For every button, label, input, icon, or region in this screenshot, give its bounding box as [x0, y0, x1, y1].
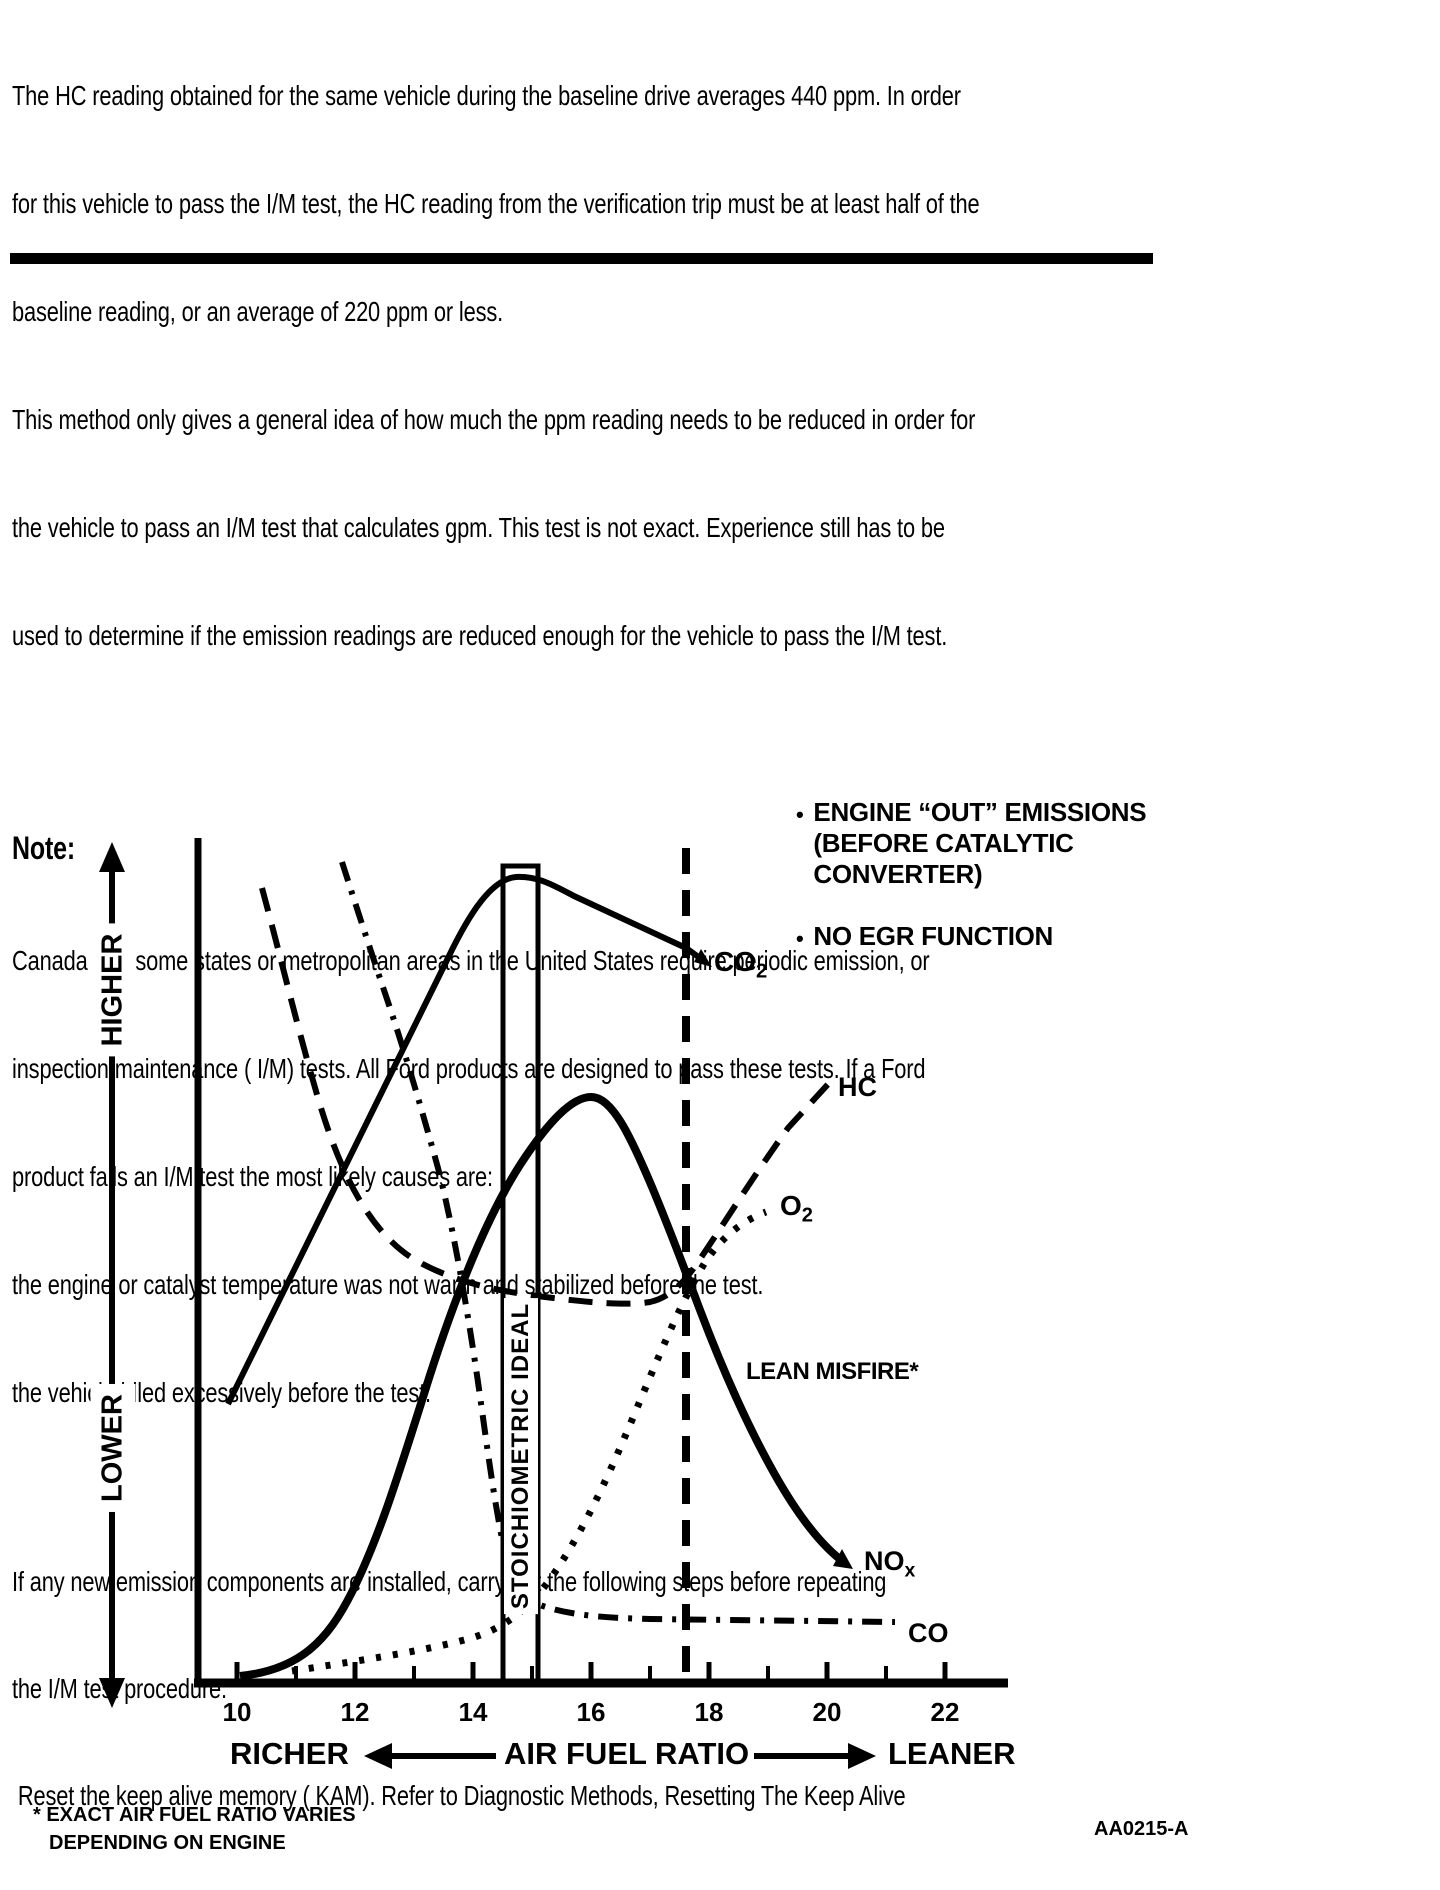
legend-item-engine-out: • ENGINE “OUT” EMISSIONS (BEFORE CATALYT… — [796, 797, 1147, 890]
hc-curve-label: HC — [838, 1072, 877, 1102]
o2-curve-label: O2 — [780, 1190, 813, 1227]
paragraph-line: This method only gives a general idea of… — [12, 404, 976, 435]
x-axis-leaner-label: LEANER — [888, 1736, 1016, 1771]
nox-curve-label: NOx — [864, 1546, 916, 1582]
note-heading: Note: — [12, 830, 76, 866]
x-axis-title: AIR FUEL RATIO — [504, 1736, 750, 1771]
co-curve — [339, 861, 896, 1625]
legend-item-no-egr: • NO EGR FUNCTION — [796, 921, 1146, 954]
footnote-line-1: * EXACT AIR FUEL RATIO VARIES — [33, 1804, 356, 1826]
leaner-arrow — [754, 1743, 876, 1769]
co2-curve — [225, 873, 706, 1406]
hc-curve — [259, 887, 833, 1307]
co-curve-label: CO — [908, 1618, 949, 1648]
paragraph-line: used to determine if the emission readin… — [12, 620, 948, 651]
bullet-icon: • — [796, 926, 804, 951]
nox-curve-arrowhead — [833, 1549, 853, 1569]
stoichiometric-band-box — [500, 863, 541, 1687]
x-tick-label-16: 16 — [576, 1697, 606, 1727]
x-tick-label-18: 18 — [694, 1697, 724, 1727]
steps-line: the I/M test procedure: — [12, 1673, 227, 1704]
note-line: the engine or catalyst temperature was n… — [12, 1269, 764, 1300]
x-tick-label-14: 14 — [458, 1697, 488, 1727]
y-axis-higher-label: HIGHER — [90, 923, 136, 1057]
x-tick-label-22: 22 — [930, 1697, 960, 1727]
legend-item-text: NO EGR FUNCTION — [813, 921, 1054, 951]
paragraph-line: the vehicle to pass an I/M test that cal… — [12, 512, 945, 543]
richer-arrow — [364, 1743, 496, 1769]
note-line: product fails an I/M test the most likel… — [12, 1161, 493, 1192]
x-tick-label-10: 10 — [222, 1697, 252, 1727]
stoichiometric-ideal-label: STOICHIOMETRIC IDEAL — [504, 1297, 538, 1615]
horizontal-rule — [10, 253, 1153, 264]
y-axis-lower-label: LOWER — [90, 1384, 136, 1512]
nox-curve — [239, 1092, 844, 1680]
steps-line: If any new emission components are insta… — [12, 1566, 887, 1597]
chart-legend: • ENGINE “OUT” EMISSIONS (BEFORE CATALYT… — [796, 797, 1147, 954]
x-tick-label-12: 12 — [340, 1697, 370, 1727]
bullet-icon: • — [796, 802, 804, 827]
footnote-line-2: DEPENDING ON ENGINE — [49, 1832, 286, 1854]
steps-line: Memory (KAM). To relearn some basic adap… — [12, 1885, 1440, 1890]
legend-item-text: ENGINE “OUT” EMISSIONS (BEFORE CATALYTIC… — [813, 797, 1147, 889]
co2-curve-label: CO2 — [714, 946, 768, 983]
steps-block: If any new emission components are insta… — [12, 1492, 1440, 1890]
x-axis-major-ticks — [234, 1662, 948, 1680]
paragraph-line: baseline reading, or an average of 220 p… — [12, 296, 504, 327]
o2-curve — [291, 1208, 768, 1675]
figure-code: AA0215-A — [1094, 1818, 1189, 1840]
steps-line: Reset the keep alive memory ( KAM). Refe… — [12, 1780, 906, 1811]
x-tick-label-20: 20 — [812, 1697, 842, 1727]
x-axis-richer-label: RICHER — [230, 1736, 349, 1771]
paragraph-line: The HC reading obtained for the same veh… — [12, 80, 961, 111]
co2-curve-arrowhead — [694, 949, 712, 967]
lean-misfire-label: LEAN MISFIRE* — [746, 1358, 919, 1385]
paragraph-line: for this vehicle to pass the I/M test, t… — [12, 188, 980, 219]
